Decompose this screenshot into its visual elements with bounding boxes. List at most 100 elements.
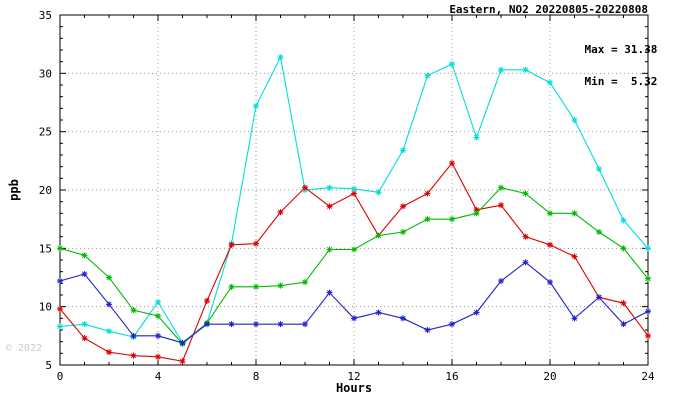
- blue-series-marker: [400, 315, 406, 322]
- green-series-marker: [400, 229, 406, 235]
- green-series-marker: [228, 283, 235, 290]
- green-series-marker: [498, 184, 504, 191]
- cyan-series-marker: [81, 321, 88, 328]
- green-series-marker: [155, 313, 161, 319]
- cyan-series-marker: [375, 189, 382, 196]
- green-series-marker: [620, 245, 627, 252]
- red-series-marker: [57, 306, 63, 312]
- blue-series-marker: [620, 321, 627, 328]
- blue-series-marker: [375, 309, 382, 316]
- svg-text:15: 15: [39, 242, 52, 255]
- blue-series-marker: [57, 278, 63, 284]
- cyan-series-marker: [571, 117, 578, 123]
- green-series-marker: [473, 210, 480, 217]
- red-series-marker: [620, 300, 627, 307]
- red-series-marker: [253, 240, 259, 247]
- green-series-marker: [130, 307, 137, 314]
- svg-text:30: 30: [39, 67, 52, 80]
- min-value-label: Min = 5.32: [584, 74, 658, 88]
- red-series-marker: [571, 253, 578, 260]
- green-series-marker: [253, 283, 259, 290]
- blue-series-line: [59, 261, 649, 344]
- green-series-marker: [424, 216, 431, 223]
- cyan-series-marker: [473, 134, 480, 141]
- green-series-marker: [106, 274, 112, 281]
- blue-series-marker: [277, 321, 284, 328]
- red-series-marker: [228, 241, 235, 248]
- chart-title: Eastern, NO2 20220805-20220808: [449, 3, 648, 16]
- svg-text:24: 24: [641, 370, 655, 383]
- cyan-series-marker: [424, 72, 431, 79]
- red-series-marker: [498, 202, 504, 209]
- blue-series-marker: [449, 321, 455, 328]
- cyan-series-marker: [253, 103, 259, 109]
- blue-series-marker: [351, 315, 357, 322]
- blue-series-marker: [155, 332, 161, 339]
- red-series-marker: [424, 190, 431, 197]
- red-series-marker: [326, 203, 333, 210]
- cyan-series-marker: [106, 328, 112, 335]
- red-series-marker: [547, 241, 553, 248]
- svg-text:5: 5: [45, 359, 52, 372]
- cyan-series-marker: [547, 79, 553, 86]
- cyan-series-marker: [620, 217, 627, 224]
- red-series-marker: [81, 335, 88, 342]
- blue-series-marker: [81, 271, 88, 277]
- copyright-watermark: © 2022: [6, 343, 43, 354]
- svg-text:35: 35: [39, 9, 52, 22]
- red-series-marker: [277, 209, 284, 216]
- cyan-series-marker: [277, 54, 284, 61]
- cyan-series-marker: [400, 147, 406, 154]
- blue-series-marker: [179, 339, 186, 346]
- green-series-marker: [81, 252, 88, 259]
- red-series-marker: [179, 358, 186, 365]
- svg-text:16: 16: [445, 370, 458, 383]
- blue-series-marker: [571, 315, 578, 322]
- red-series-marker: [302, 184, 308, 191]
- blue-series-marker: [204, 321, 210, 328]
- red-series-marker: [473, 206, 480, 213]
- red-series-marker: [130, 352, 137, 359]
- cyan-series-marker: [326, 184, 333, 191]
- cyan-series-marker: [645, 245, 651, 252]
- green-series-marker: [326, 246, 333, 253]
- x-axis-label: Hours: [335, 381, 373, 395]
- red-series-marker: [351, 190, 357, 197]
- blue-series-marker: [228, 321, 235, 328]
- blue-series-marker: [547, 279, 553, 286]
- red-series-marker: [400, 203, 406, 210]
- svg-text:4: 4: [155, 370, 162, 383]
- cyan-series-marker: [351, 185, 357, 192]
- green-series-marker: [547, 210, 553, 217]
- green-series-marker: [596, 229, 602, 235]
- green-series-marker: [571, 210, 578, 217]
- svg-text:20: 20: [39, 184, 52, 197]
- blue-series-marker: [498, 278, 504, 284]
- cyan-series-marker: [449, 61, 455, 67]
- cyan-series-marker: [596, 166, 602, 172]
- blue-series-marker: [645, 308, 651, 315]
- blue-series-marker: [326, 289, 333, 296]
- green-series-marker: [302, 279, 308, 286]
- blue-series-marker: [473, 309, 480, 316]
- green-series-marker: [57, 245, 63, 252]
- blue-series-marker: [596, 294, 602, 301]
- blue-series-marker: [106, 301, 112, 308]
- blue-series-marker: [130, 332, 137, 339]
- svg-text:20: 20: [543, 370, 556, 383]
- blue-series-marker: [522, 259, 529, 266]
- cyan-series-marker: [155, 299, 161, 305]
- green-series-marker: [351, 246, 357, 253]
- cyan-series-marker: [498, 66, 504, 73]
- green-series-marker: [645, 275, 651, 282]
- red-series-marker: [155, 353, 161, 360]
- red-series-marker: [204, 297, 210, 304]
- green-series-marker: [449, 216, 455, 223]
- blue-series-marker: [424, 327, 431, 333]
- green-series-marker: [522, 190, 529, 197]
- cyan-series-marker: [522, 66, 529, 73]
- red-series-marker: [449, 160, 455, 167]
- svg-text:0: 0: [57, 370, 64, 383]
